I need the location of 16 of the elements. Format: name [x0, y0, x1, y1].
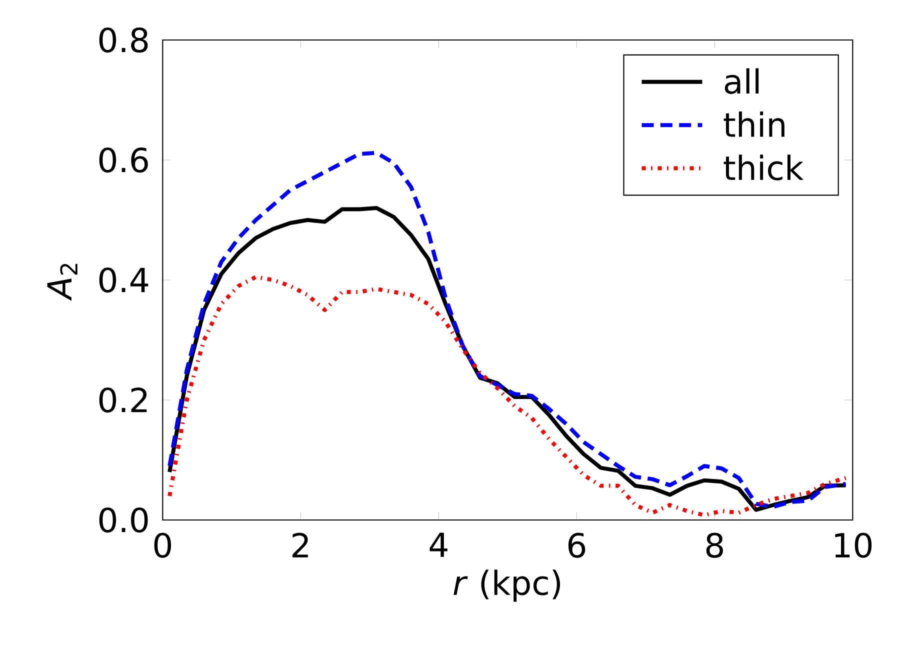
x-tick-label: 10 [835, 532, 872, 558]
y-tick-label: 0.0 [99, 507, 148, 533]
x-tick-label: 8 [706, 532, 723, 558]
y-axis-title: A$_{2}$ [47, 264, 78, 301]
x-tick-label: 4 [430, 532, 448, 557]
legend-label: thick [724, 154, 804, 180]
legend-label: thin [724, 111, 784, 137]
x-axis-title: r (kpc) [454, 570, 560, 602]
x-tick-label: 2 [292, 532, 308, 558]
y-tick-label: 0.8 [99, 27, 148, 53]
legend-label: all [724, 68, 759, 94]
y-tick-label: 0.4 [99, 267, 148, 293]
x-tick-label: 6 [568, 532, 586, 558]
y-tick-label: 0.6 [99, 147, 148, 173]
x-tick-label: 0 [154, 532, 172, 558]
y-tick-label: 0.2 [99, 387, 147, 413]
